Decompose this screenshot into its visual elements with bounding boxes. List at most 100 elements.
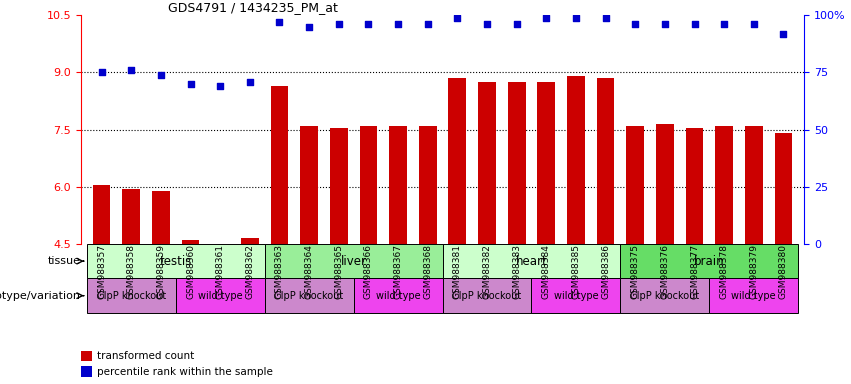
Bar bbox=[620, 244, 798, 278]
Text: GSM988384: GSM988384 bbox=[542, 244, 551, 299]
Text: GSM988358: GSM988358 bbox=[127, 244, 136, 299]
Bar bbox=[87, 278, 175, 313]
Text: wild type: wild type bbox=[732, 291, 776, 301]
Bar bbox=[241, 238, 259, 244]
Text: percentile rank within the sample: percentile rank within the sample bbox=[97, 366, 272, 377]
Bar bbox=[537, 82, 555, 244]
Text: GSM988357: GSM988357 bbox=[97, 244, 106, 299]
Text: GSM988368: GSM988368 bbox=[423, 244, 432, 299]
Text: GSM988364: GSM988364 bbox=[305, 244, 314, 299]
Point bbox=[94, 70, 108, 76]
Point bbox=[154, 72, 168, 78]
Point bbox=[421, 22, 435, 28]
Bar bbox=[419, 126, 437, 244]
Bar bbox=[478, 82, 496, 244]
Text: GSM988365: GSM988365 bbox=[334, 244, 343, 299]
Point bbox=[332, 22, 346, 28]
Point bbox=[272, 19, 286, 25]
Bar bbox=[626, 126, 644, 244]
Point bbox=[658, 22, 671, 28]
Bar bbox=[265, 244, 443, 278]
Text: brain: brain bbox=[694, 255, 725, 268]
Text: GSM988383: GSM988383 bbox=[512, 244, 521, 299]
Text: GSM988375: GSM988375 bbox=[631, 244, 640, 299]
Point bbox=[747, 22, 761, 28]
Text: GSM988380: GSM988380 bbox=[779, 244, 788, 299]
Bar bbox=[181, 240, 199, 244]
Bar bbox=[81, 366, 93, 377]
Bar bbox=[93, 185, 111, 244]
Bar bbox=[330, 128, 348, 244]
Bar bbox=[532, 278, 620, 313]
Bar bbox=[359, 126, 377, 244]
Text: GSM988381: GSM988381 bbox=[453, 244, 462, 299]
Text: GSM988377: GSM988377 bbox=[690, 244, 699, 299]
Point bbox=[569, 15, 583, 21]
Bar bbox=[508, 82, 526, 244]
Text: GSM988382: GSM988382 bbox=[483, 244, 492, 299]
Bar bbox=[567, 76, 585, 244]
Text: tissue: tissue bbox=[48, 256, 81, 266]
Text: GSM988363: GSM988363 bbox=[275, 244, 284, 299]
Bar bbox=[745, 126, 762, 244]
Bar bbox=[715, 126, 733, 244]
Text: GSM988386: GSM988386 bbox=[601, 244, 610, 299]
Text: GSM988385: GSM988385 bbox=[571, 244, 580, 299]
Bar bbox=[686, 128, 704, 244]
Text: wild type: wild type bbox=[554, 291, 598, 301]
Point bbox=[214, 83, 227, 89]
Bar bbox=[597, 78, 614, 244]
Text: wild type: wild type bbox=[198, 291, 243, 301]
Text: ClpP knockout: ClpP knockout bbox=[97, 291, 166, 301]
Bar bbox=[774, 133, 792, 244]
Text: GSM988376: GSM988376 bbox=[660, 244, 670, 299]
Text: GSM988378: GSM988378 bbox=[720, 244, 728, 299]
Bar bbox=[389, 126, 407, 244]
Text: GSM988360: GSM988360 bbox=[186, 244, 195, 299]
Bar bbox=[300, 126, 318, 244]
Bar bbox=[265, 278, 353, 313]
Point bbox=[243, 79, 257, 85]
Point bbox=[628, 22, 642, 28]
Point bbox=[688, 22, 701, 28]
Point bbox=[540, 15, 553, 21]
Text: liver: liver bbox=[340, 255, 367, 268]
Point bbox=[599, 15, 613, 21]
Text: wild type: wild type bbox=[376, 291, 420, 301]
Bar bbox=[152, 190, 170, 244]
Bar bbox=[81, 351, 93, 361]
Bar bbox=[710, 278, 798, 313]
Bar bbox=[620, 278, 710, 313]
Text: GSM988359: GSM988359 bbox=[157, 244, 165, 299]
Bar bbox=[448, 78, 466, 244]
Bar bbox=[123, 189, 140, 244]
Text: GSM988362: GSM988362 bbox=[245, 244, 254, 299]
Point bbox=[184, 81, 197, 87]
Text: genotype/variation: genotype/variation bbox=[0, 291, 81, 301]
Text: transformed count: transformed count bbox=[97, 351, 194, 361]
Point bbox=[302, 24, 316, 30]
Bar bbox=[271, 86, 288, 244]
Bar bbox=[443, 244, 620, 278]
Text: GSM988379: GSM988379 bbox=[749, 244, 758, 299]
Point bbox=[510, 22, 523, 28]
Point bbox=[777, 31, 791, 37]
Text: GSM988366: GSM988366 bbox=[364, 244, 373, 299]
Text: GSM988361: GSM988361 bbox=[215, 244, 225, 299]
Text: ClpP knockout: ClpP knockout bbox=[453, 291, 522, 301]
Bar bbox=[443, 278, 532, 313]
Point bbox=[480, 22, 494, 28]
Point bbox=[717, 22, 731, 28]
Text: GDS4791 / 1434235_PM_at: GDS4791 / 1434235_PM_at bbox=[168, 1, 338, 14]
Point bbox=[362, 22, 375, 28]
Point bbox=[450, 15, 464, 21]
Bar bbox=[656, 124, 674, 244]
Bar bbox=[353, 278, 443, 313]
Bar bbox=[87, 244, 265, 278]
Bar bbox=[175, 278, 265, 313]
Point bbox=[391, 22, 405, 28]
Text: heart: heart bbox=[516, 255, 547, 268]
Text: GSM988367: GSM988367 bbox=[393, 244, 403, 299]
Text: ClpP knockout: ClpP knockout bbox=[631, 291, 700, 301]
Text: ClpP knockout: ClpP knockout bbox=[275, 291, 344, 301]
